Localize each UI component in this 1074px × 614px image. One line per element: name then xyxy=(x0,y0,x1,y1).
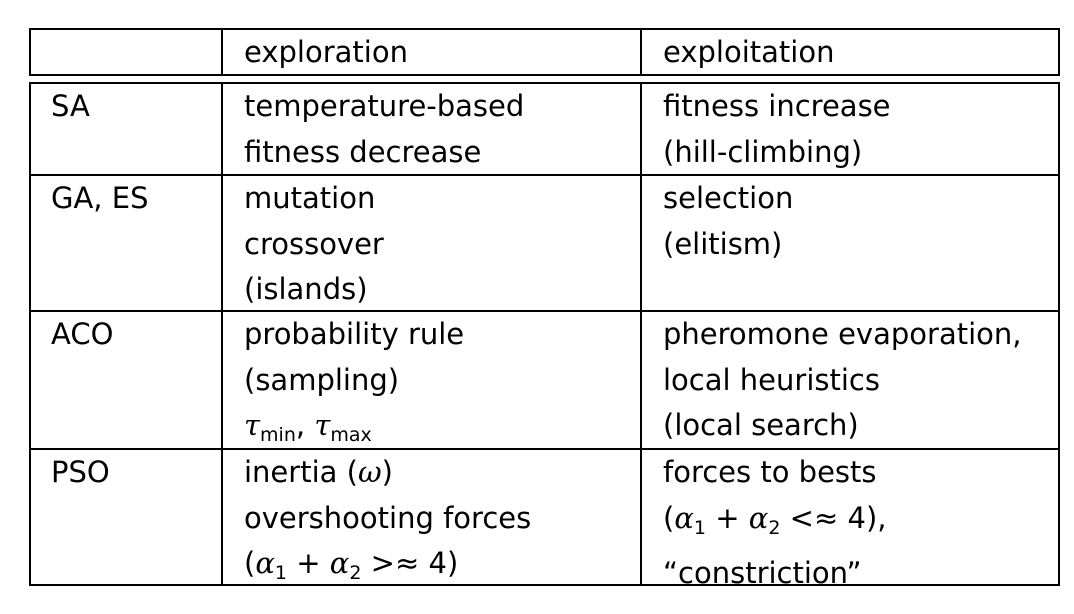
exploration-text: probability rule xyxy=(244,317,465,351)
exploitation-text: (elitism) xyxy=(663,226,783,261)
header-empty-cell xyxy=(31,30,223,74)
exploration-cell: temperature-based fitness decrease xyxy=(223,84,642,174)
exploration-text: mutation xyxy=(244,181,376,215)
row-label: ACO xyxy=(51,317,114,351)
header-exploitation-cell: exploitation xyxy=(642,30,1058,74)
exploitation-cell: selection (elitism) xyxy=(642,176,1058,310)
exploitation-text: fitness increase xyxy=(663,89,891,123)
row-label: GA, ES xyxy=(51,181,149,215)
exploitation-cell: forces to bests (α1 + α2 <≈ 4), “constri… xyxy=(642,450,1058,590)
header-exploration-cell: exploration xyxy=(223,30,642,74)
exploitation-text: local heuristics xyxy=(663,362,880,397)
exploitation-text: pheromone evaporation, xyxy=(663,317,1022,351)
exploitation-text: “constriction” xyxy=(663,556,862,590)
table-row-aco: ACO probability rule (sampling) τmin, τm… xyxy=(29,312,1060,450)
exploitation-text: (local search) xyxy=(663,408,859,442)
exploration-cell: inertia (ω) overshooting forces (α1 + α2… xyxy=(223,450,642,584)
exploration-cell: mutation crossover (islands) xyxy=(223,176,642,310)
exploitation-text: selection xyxy=(663,181,794,215)
exploration-text: inertia (ω) xyxy=(244,455,393,489)
table-row-ga-es: GA, ES mutation crossover (islands) sele… xyxy=(29,176,1060,312)
exploration-text: (islands) xyxy=(244,272,368,306)
exploration-text: fitness decrease xyxy=(244,134,482,169)
header-exploration: exploration xyxy=(244,35,408,69)
header-exploitation: exploitation xyxy=(663,35,835,69)
exploration-cell: probability rule (sampling) τmin, τmax xyxy=(223,312,642,448)
row-label-cell: PSO xyxy=(31,450,223,584)
row-label-cell: GA, ES xyxy=(31,176,223,310)
row-label: SA xyxy=(51,89,90,123)
exploitation-cell: fitness increase (hill-climbing) xyxy=(642,84,1058,174)
exploration-text: temperature-based xyxy=(244,89,525,123)
row-label-cell: SA xyxy=(31,84,223,174)
row-label-cell: ACO xyxy=(31,312,223,448)
exploration-text: crossover xyxy=(244,226,384,261)
exploration-text: (α1 + α2 >≈ 4) xyxy=(244,546,459,584)
exploration-text: overshooting forces xyxy=(244,500,532,535)
table-row-sa: SA temperature-based fitness decrease fi… xyxy=(29,82,1060,176)
exploitation-text: (α1 + α2 <≈ 4), xyxy=(663,500,887,539)
exploitation-cell: pheromone evaporation, local heuristics … xyxy=(642,312,1058,448)
header-row: exploration exploitation xyxy=(29,28,1060,76)
exploitation-text: forces to bests xyxy=(663,455,877,489)
row-label: PSO xyxy=(51,455,110,489)
exploration-text: (sampling) xyxy=(244,362,400,397)
exploration-text: τmin, τmax xyxy=(244,408,372,446)
table-row-pso: PSO inertia (ω) overshooting forces (α1 … xyxy=(29,450,1060,590)
exploitation-text: (hill-climbing) xyxy=(663,134,863,169)
